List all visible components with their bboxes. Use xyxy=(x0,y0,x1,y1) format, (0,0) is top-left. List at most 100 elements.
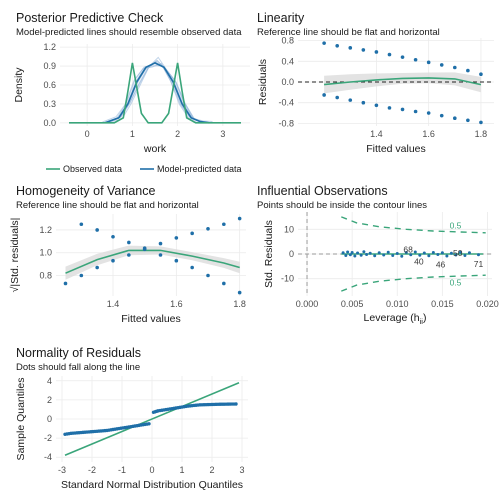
homogeneity-panel: Homogeneity of Variance Reference line sh… xyxy=(9,184,246,325)
x-tick-label: 0 xyxy=(85,129,90,139)
y-tick-label: -10 xyxy=(281,274,294,284)
observation-point xyxy=(409,253,413,257)
linearity-panel: Linearity Reference line should be flat a… xyxy=(257,11,494,155)
observation-point xyxy=(422,251,426,255)
residual-point xyxy=(453,65,457,70)
panel-title: Homogeneity of Variance xyxy=(16,184,155,198)
influential-panel: Influential Observations Points should be… xyxy=(257,184,499,326)
residual-point xyxy=(95,228,99,232)
y-tick-label: 0.3 xyxy=(43,99,56,109)
observation-point xyxy=(356,251,360,255)
observation-point xyxy=(436,252,440,256)
y-tick-label: 0.8 xyxy=(39,271,52,281)
residual-point xyxy=(466,68,470,73)
contour-label: 0.5 xyxy=(450,221,462,231)
y-tick-label: 1.2 xyxy=(39,225,52,235)
observation-point xyxy=(404,251,408,255)
x-tick-label: -1 xyxy=(118,465,126,475)
y-tick-label: 0.8 xyxy=(281,36,294,46)
y-axis-label: Residuals xyxy=(257,59,269,105)
residual-point xyxy=(111,258,115,263)
observation-point xyxy=(350,251,354,255)
x-tick-label: 1 xyxy=(179,465,184,475)
panel-title: Influential Observations xyxy=(257,184,388,198)
observed-line xyxy=(69,62,241,124)
y-tick-label: 0.0 xyxy=(281,77,294,87)
y-tick-label: 0 xyxy=(47,414,52,424)
sample-quantile-point xyxy=(234,402,238,406)
x-tick-label: 1.4 xyxy=(370,129,383,139)
y-tick-label: -0.4 xyxy=(278,98,294,108)
x-tick-label: 1.6 xyxy=(422,129,435,139)
x-tick-label: 2 xyxy=(209,465,214,475)
y-tick-label: 1.2 xyxy=(43,42,56,52)
ppc-panel: Posterior Predictive Check Model-predicte… xyxy=(13,11,250,174)
residual-point xyxy=(426,111,431,115)
residual-point xyxy=(387,52,392,57)
x-tick-label: 0.000 xyxy=(296,299,319,309)
y-tick-label: -2 xyxy=(44,433,52,443)
observation-point xyxy=(463,253,467,257)
observation-point xyxy=(476,253,480,257)
residual-point xyxy=(400,107,405,112)
observation-point xyxy=(418,253,422,257)
residual-point xyxy=(439,113,444,118)
y-tick-label: -0.8 xyxy=(278,118,294,128)
observation-point xyxy=(445,254,449,258)
observation-label: 46 xyxy=(436,259,446,269)
y-axis-label: √|Std. residuals| xyxy=(9,218,21,293)
x-tick-label: -3 xyxy=(58,465,66,475)
x-tick-label: -2 xyxy=(88,465,96,475)
y-tick-label: 10 xyxy=(284,224,294,234)
x-axis-label: Fitted values xyxy=(121,313,181,325)
panel-title: Normality of Residuals xyxy=(16,346,141,360)
x-tick-label: 0.015 xyxy=(431,299,454,309)
plot-area xyxy=(56,214,246,296)
residual-point xyxy=(158,253,163,257)
x-tick-label: 0.005 xyxy=(341,299,364,309)
x-tick-label: 3 xyxy=(239,465,244,475)
observation-point xyxy=(454,253,458,257)
observation-label: 68 xyxy=(403,245,413,255)
panel-subtitle: Reference line should be flat and horizo… xyxy=(16,200,199,211)
residual-point xyxy=(374,50,379,54)
residual-point xyxy=(127,240,131,245)
residual-point xyxy=(237,216,242,221)
panel-title: Posterior Predictive Check xyxy=(16,11,164,25)
x-axis-label: Standard Normal Distribution Quantiles xyxy=(61,479,243,491)
y-axis-label: Sample Quantiles xyxy=(15,378,27,461)
residual-point xyxy=(400,55,405,59)
observation-point xyxy=(348,253,352,257)
residual-point xyxy=(413,57,418,62)
residual-point xyxy=(335,95,340,100)
observation-point xyxy=(346,250,350,254)
residual-point xyxy=(361,48,366,52)
x-tick-label: 0.020 xyxy=(476,299,499,309)
x-axis-label: Leverage (hii) xyxy=(364,312,427,326)
residual-point xyxy=(190,231,194,236)
x-tick-label: 2 xyxy=(175,129,180,139)
residual-point xyxy=(237,290,242,295)
smooth-line xyxy=(324,77,482,86)
panel-subtitle: Points should be inside the contour line… xyxy=(257,200,427,211)
y-tick-label: 4 xyxy=(47,376,52,386)
x-tick-label: 1.4 xyxy=(107,299,120,309)
residual-point xyxy=(439,63,444,67)
residual-point xyxy=(206,273,210,278)
observation-point xyxy=(391,253,395,257)
y-tick-label: 1.0 xyxy=(39,248,52,258)
observation-point xyxy=(440,251,444,255)
observation-label: 71 xyxy=(474,259,484,269)
residual-point xyxy=(63,281,68,286)
residual-point xyxy=(466,118,470,123)
residual-point xyxy=(222,281,226,286)
residual-point xyxy=(127,253,131,257)
y-tick-label: 0.0 xyxy=(43,118,56,128)
residual-point xyxy=(426,60,431,65)
y-axis-label: Density xyxy=(13,67,25,103)
observation-point xyxy=(395,252,399,256)
sample-quantile-point xyxy=(147,422,151,426)
observation-point xyxy=(467,251,471,255)
panel-subtitle: Model-predicted lines should resemble ob… xyxy=(16,27,242,38)
